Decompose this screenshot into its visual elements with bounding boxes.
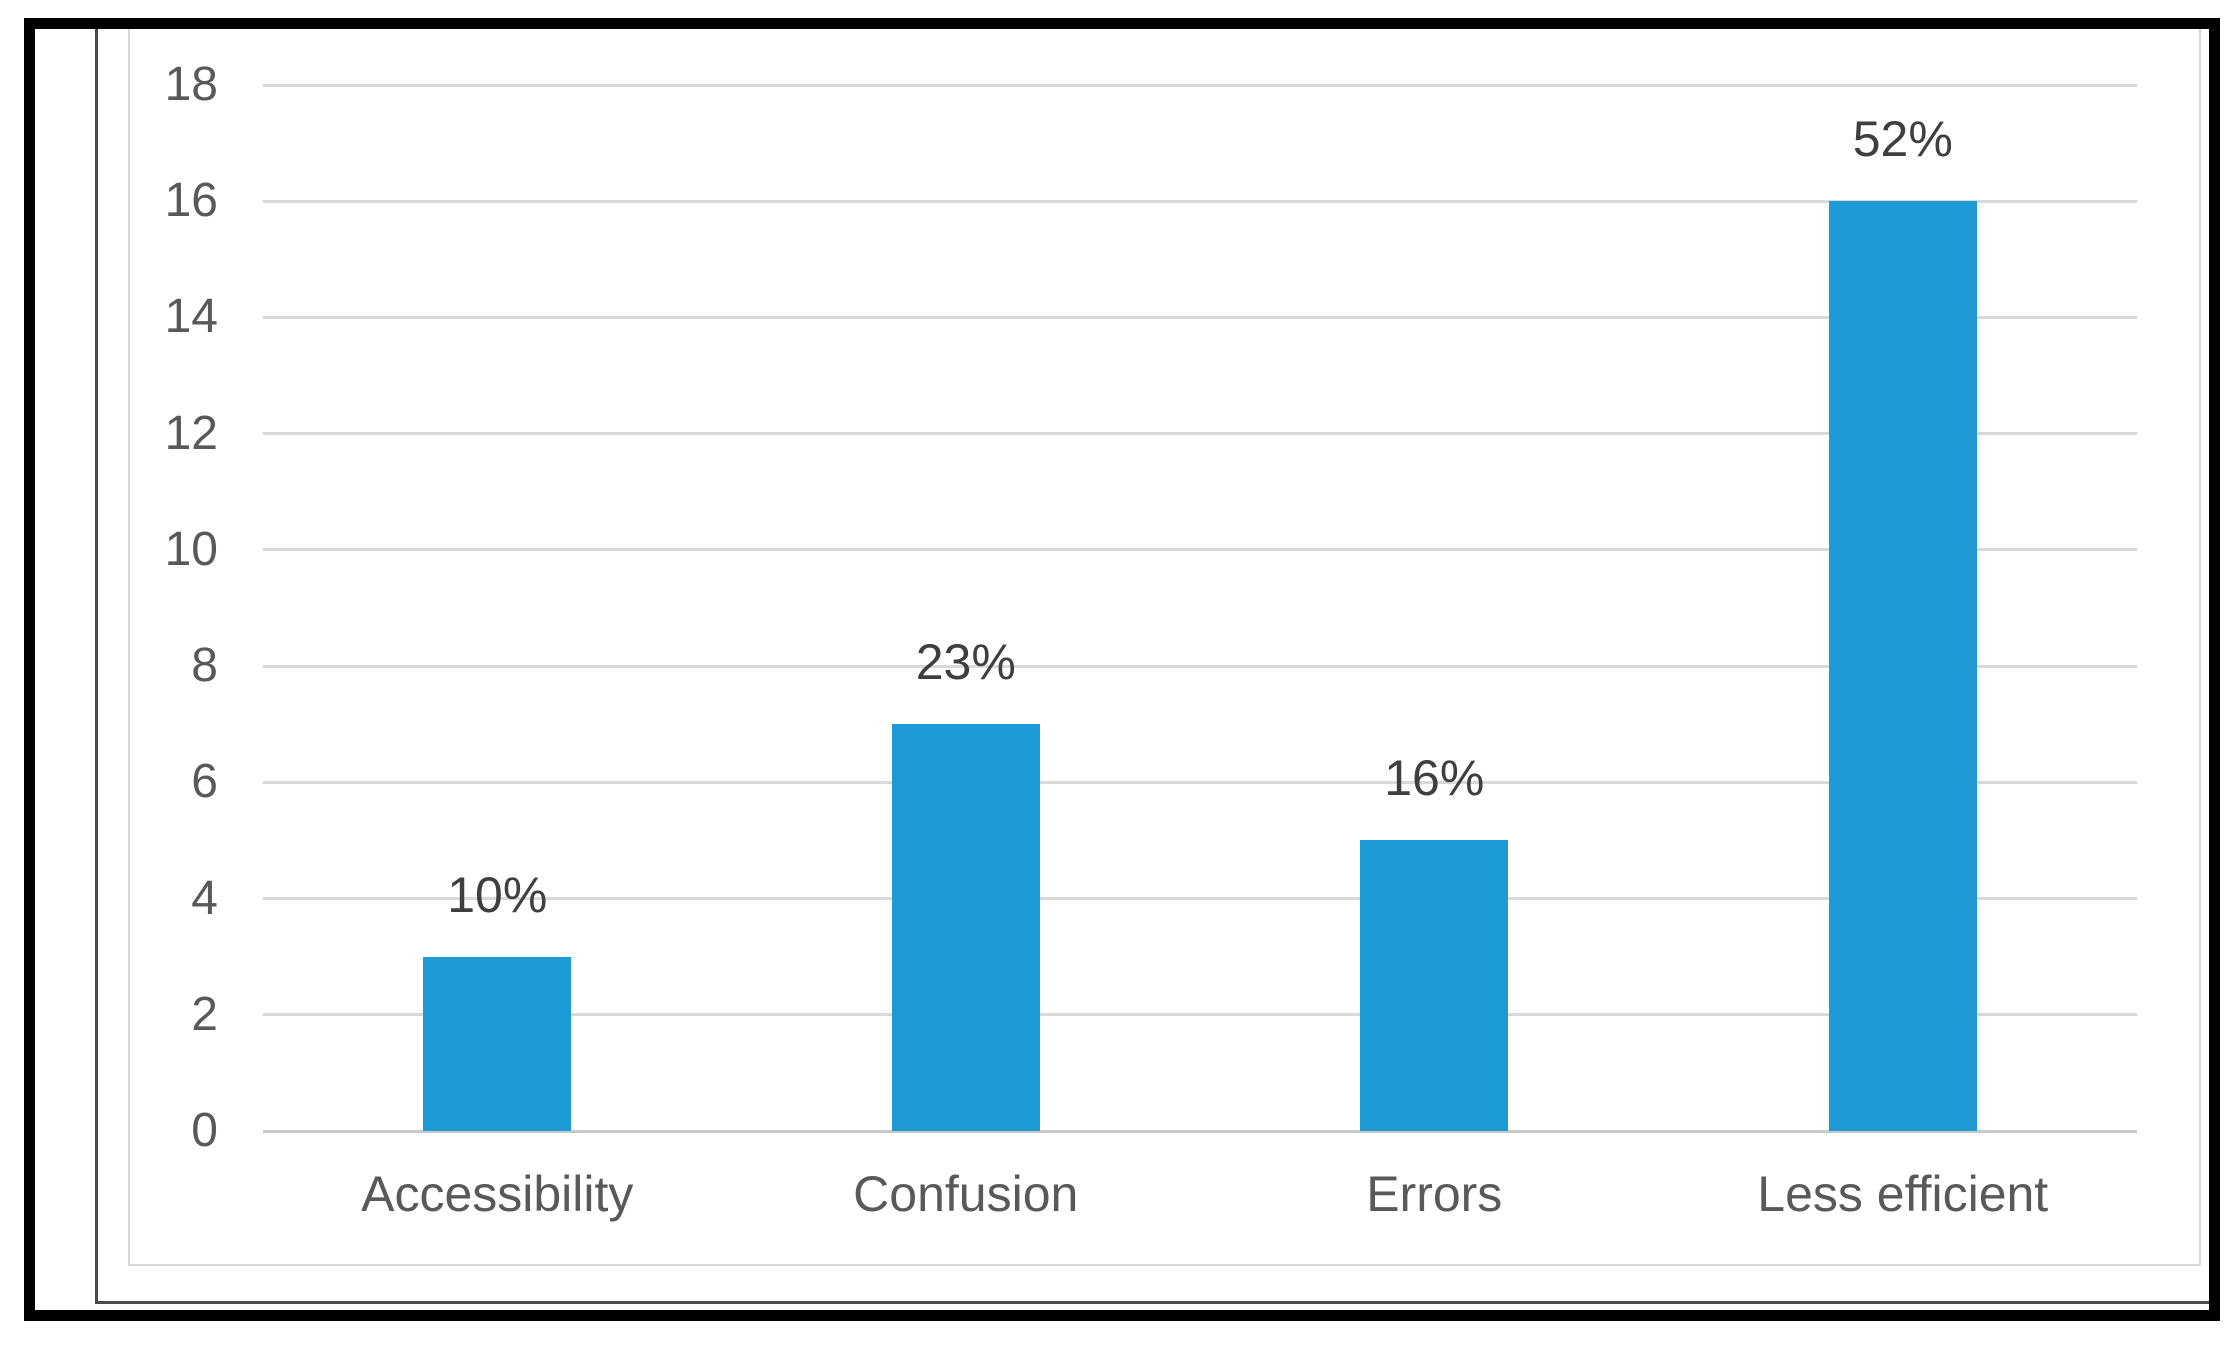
bar-accessibility xyxy=(423,956,572,1131)
y-tick-label-0: 0 xyxy=(191,1104,218,1157)
x-category-label-accessibility: Accessibility xyxy=(361,1166,634,1222)
gridline-y18 xyxy=(263,83,2137,87)
gridline-y6 xyxy=(263,780,2137,784)
x-category-label-errors: Errors xyxy=(1366,1166,1503,1222)
y-tick-label-18: 18 xyxy=(164,58,218,111)
bar-less-efficient xyxy=(1828,201,1977,1131)
x-category-label-less-efficient: Less efficient xyxy=(1757,1166,2049,1222)
y-tick-label-16: 16 xyxy=(164,174,218,228)
gridline-y2 xyxy=(263,1013,2137,1017)
data-label-10%: 10% xyxy=(447,866,548,923)
gridline-y10 xyxy=(263,548,2137,552)
y-tick-label-8: 8 xyxy=(191,639,218,693)
data-label-52%: 52% xyxy=(1852,111,1953,168)
y-tick-label-4: 4 xyxy=(191,871,218,925)
bar-confusion xyxy=(891,724,1040,1131)
y-tick-label-2: 2 xyxy=(191,987,218,1041)
gridline-y12 xyxy=(263,432,2137,436)
bar-errors xyxy=(1360,840,1509,1131)
gridline-y8 xyxy=(263,664,2137,668)
y-tick-label-10: 10 xyxy=(164,522,218,576)
gridline-y0 xyxy=(263,1129,2137,1133)
data-label-16%: 16% xyxy=(1384,750,1485,807)
gridline-y16 xyxy=(263,199,2137,203)
page-edge-lines xyxy=(95,29,2209,1304)
x-category-label-confusion: Confusion xyxy=(853,1166,1079,1222)
outer-black-border xyxy=(24,18,2220,1321)
y-tick-label-14: 14 xyxy=(164,290,218,344)
gridline-y14 xyxy=(263,315,2137,319)
data-label-23%: 23% xyxy=(915,634,1016,691)
gridline-y4 xyxy=(263,897,2137,901)
y-tick-label-6: 6 xyxy=(191,755,218,809)
y-tick-label-12: 12 xyxy=(164,406,218,460)
